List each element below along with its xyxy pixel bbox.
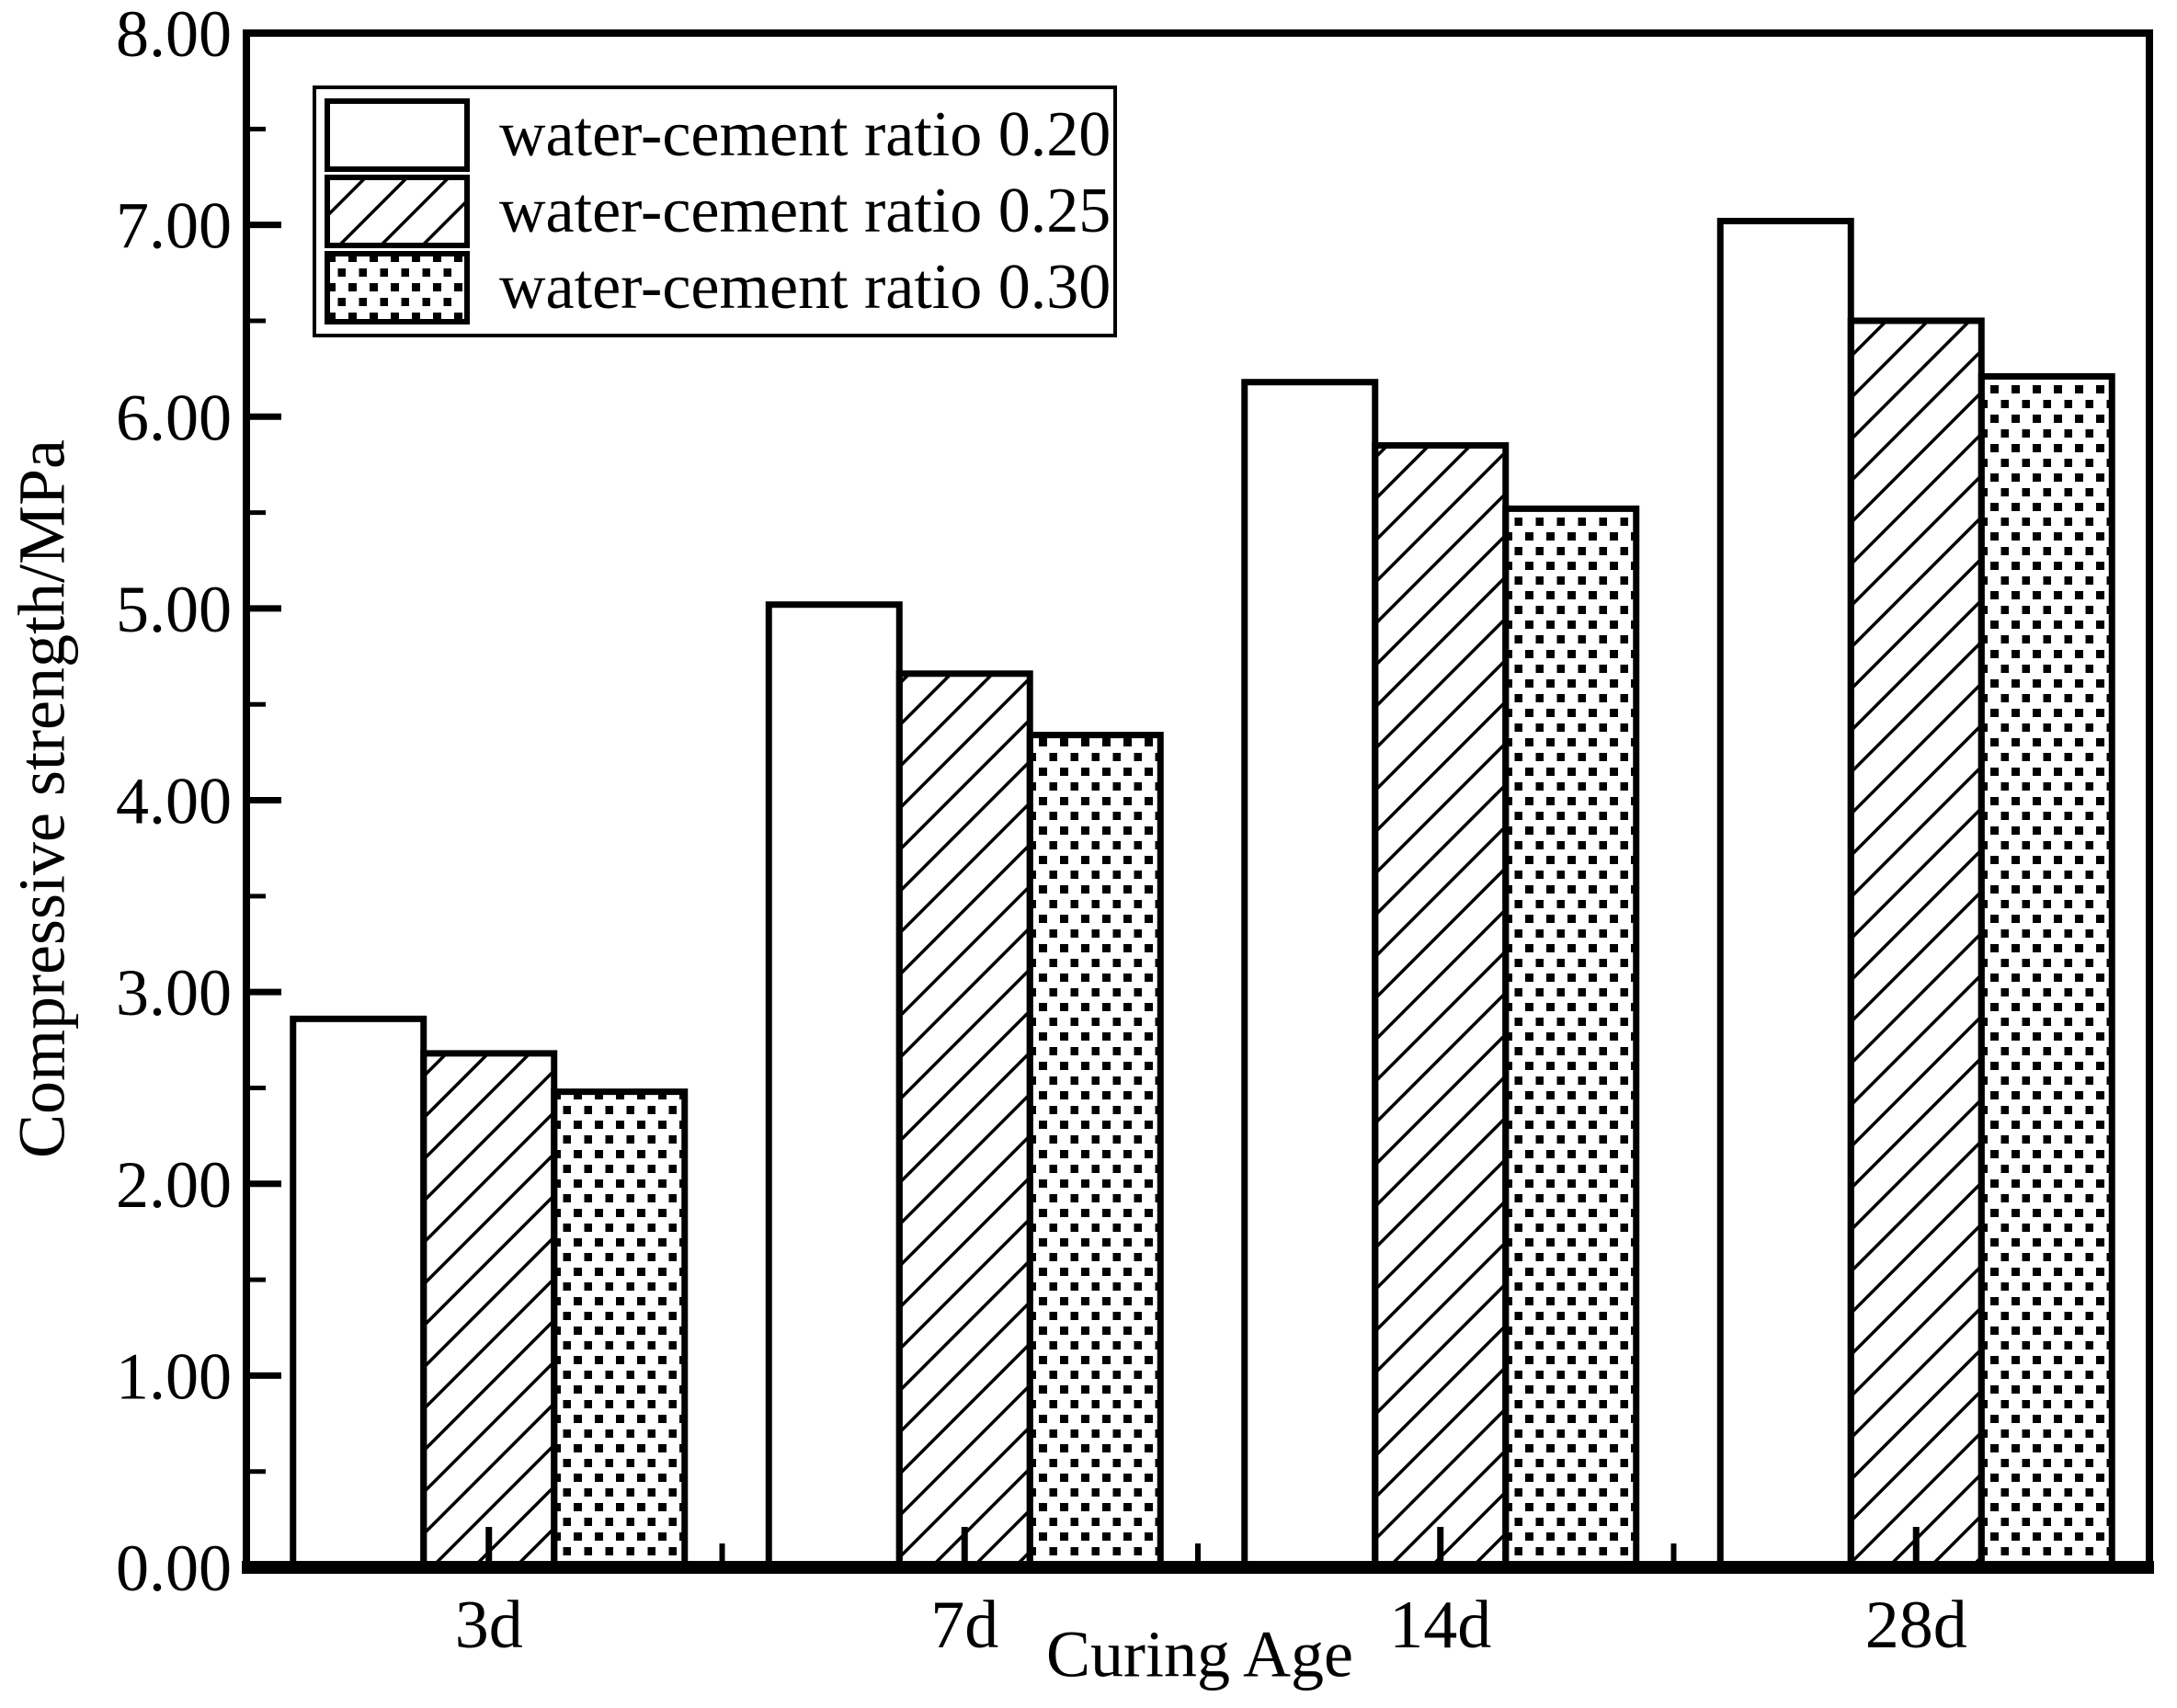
bar-28d-dotted — [1978, 372, 2115, 1571]
x-axis-title: Curing Age — [1046, 1617, 1353, 1691]
bar-3d-dotted — [551, 1088, 689, 1571]
y-tick-label: 2.00 — [116, 1148, 232, 1222]
bar-7d-diagonal-hatch — [895, 670, 1033, 1571]
legend: water-cement ratio 0.20 water-cement rat… — [313, 85, 1117, 337]
bar-3d-diagonal-hatch — [420, 1050, 558, 1571]
y-tick-label: 1.00 — [116, 1339, 232, 1413]
y-tick-label: 6.00 — [116, 381, 232, 454]
legend-swatch-dotted-icon — [325, 251, 470, 325]
y-tick-label: 8.00 — [116, 0, 232, 71]
legend-label: water-cement ratio 0.30 — [499, 252, 1111, 323]
bar-14d-solid-white — [1241, 379, 1379, 1571]
legend-label: water-cement ratio 0.25 — [499, 176, 1111, 246]
y-tick-label: 5.00 — [116, 573, 232, 646]
x-tick-label: 28d — [1865, 1588, 1967, 1663]
y-tick-label: 4.00 — [116, 765, 232, 838]
x-tick-label: 7d — [930, 1588, 998, 1663]
bar-14d-diagonal-hatch — [1372, 442, 1510, 1571]
y-tick-label: 7.00 — [116, 189, 232, 263]
bar-28d-diagonal-hatch — [1847, 317, 1985, 1571]
y-tick-label: 0.00 — [116, 1532, 232, 1605]
bar-28d-solid-white — [1716, 217, 1854, 1571]
legend-item-ratio-030: water-cement ratio 0.30 — [325, 251, 1113, 325]
bar-3d-solid-white — [290, 1015, 427, 1571]
axis-ticks — [246, 126, 1920, 1567]
x-tick-label: 14d — [1389, 1588, 1491, 1663]
y-axis-title: Compressive strength/MPa — [5, 439, 79, 1158]
y-tick-label: 3.00 — [116, 956, 232, 1030]
legend-item-ratio-020: water-cement ratio 0.20 — [325, 98, 1113, 172]
legend-swatch-hatch-icon — [325, 175, 470, 248]
legend-swatch-solid-icon — [325, 98, 470, 172]
bar-7d-solid-white — [765, 601, 903, 1571]
legend-label: water-cement ratio 0.20 — [499, 99, 1111, 170]
x-tick-label: 3d — [455, 1588, 523, 1663]
bars-group — [290, 217, 2115, 1571]
bar-7d-dotted — [1026, 732, 1164, 1571]
bar-14d-dotted — [1502, 505, 1640, 1571]
legend-item-ratio-025: water-cement ratio 0.25 — [325, 175, 1113, 248]
axis-tick-labels: 0.00 1.00 2.00 3.00 4.00 5.00 6.00 7.00 8.00 3d 7d… — [116, 0, 1967, 1663]
